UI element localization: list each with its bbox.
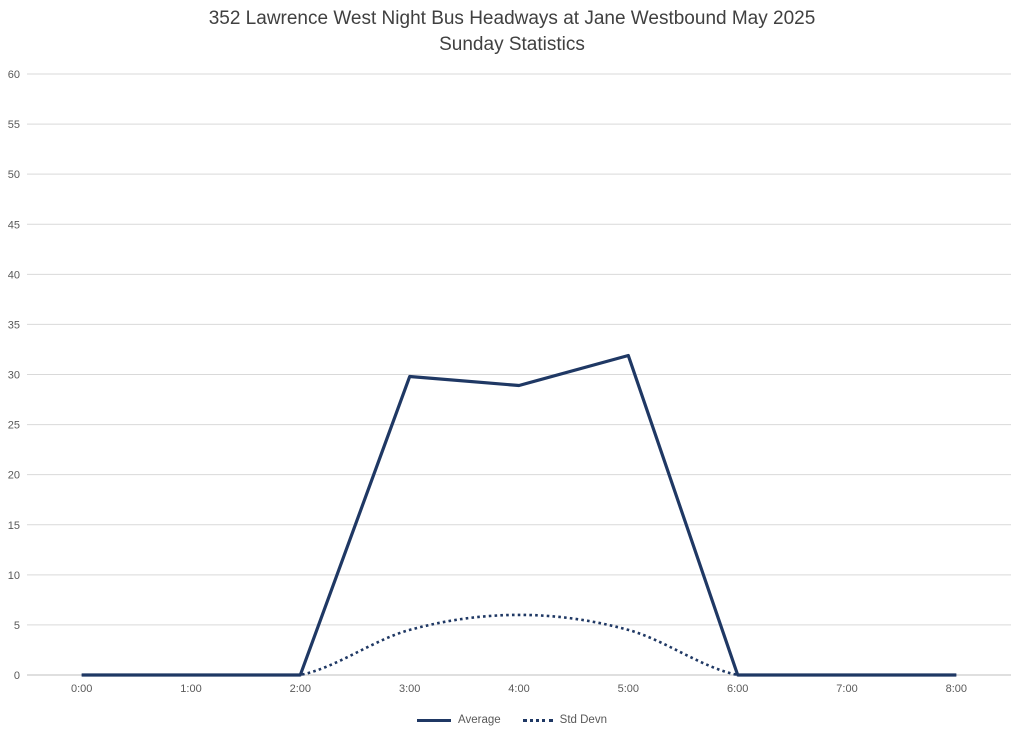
x-tick-label: 1:00 xyxy=(180,683,201,695)
y-tick-label: 25 xyxy=(8,420,20,432)
y-tick-label: 60 xyxy=(8,69,20,81)
x-tick-label: 5:00 xyxy=(618,683,639,695)
y-tick-label: 0 xyxy=(14,670,20,682)
y-tick-label: 5 xyxy=(14,620,20,632)
y-tick-label: 50 xyxy=(8,169,20,181)
y-tick-label: 55 xyxy=(8,119,20,131)
series-line-std-devn xyxy=(81,613,957,677)
x-tick-label: 0:00 xyxy=(71,683,92,695)
legend-average-label: Average xyxy=(458,714,501,726)
legend-average-line-sample xyxy=(417,718,452,722)
chart-title-line1: 352 Lawrence West Night Bus Headways at … xyxy=(208,8,816,29)
x-tick-label: 2:00 xyxy=(290,683,311,695)
x-tick-label: 4:00 xyxy=(508,683,529,695)
chart-legend: Average Std Devn xyxy=(0,714,1024,726)
y-tick-label: 45 xyxy=(8,219,20,231)
legend-std-devn-line-sample xyxy=(522,718,553,722)
y-tick-label: 10 xyxy=(8,570,20,582)
x-tick-label: 3:00 xyxy=(399,683,420,695)
chart-title: 352 Lawrence West Night Bus Headways at … xyxy=(0,6,1024,58)
y-tick-label: 15 xyxy=(8,520,20,532)
y-tick-label: 30 xyxy=(8,370,20,382)
legend-item-average: Average xyxy=(417,714,501,726)
x-tick-label: 7:00 xyxy=(836,683,857,695)
x-tick-label: 6:00 xyxy=(727,683,748,695)
y-tick-label: 40 xyxy=(8,269,20,281)
series-line-average xyxy=(81,353,957,677)
legend-std-devn-label: Std Devn xyxy=(559,714,607,726)
y-tick-label: 35 xyxy=(8,319,20,331)
chart-title-line2: Sunday Statistics xyxy=(439,34,585,55)
x-tick-label: 8:00 xyxy=(946,683,967,695)
y-tick-label: 20 xyxy=(8,470,20,482)
legend-item-std-devn: Std Devn xyxy=(522,714,607,726)
